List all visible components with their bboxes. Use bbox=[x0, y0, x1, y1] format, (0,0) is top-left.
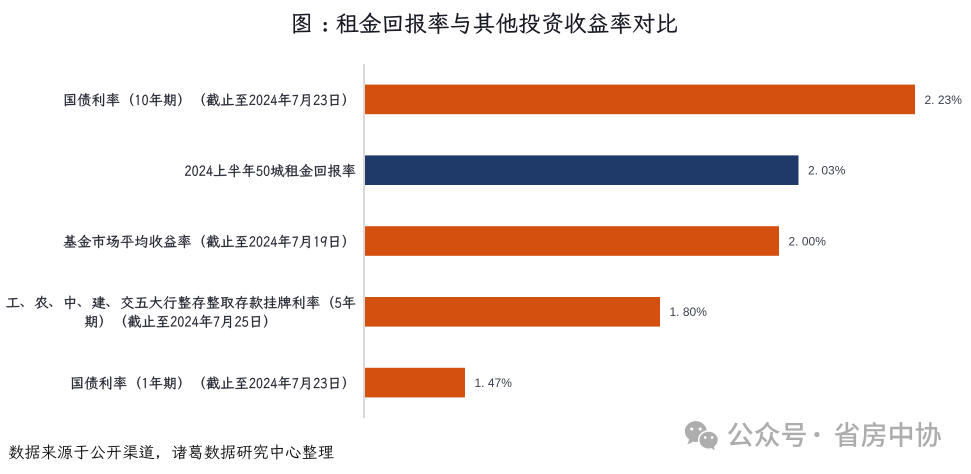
svg-text:1. 47%: 1. 47% bbox=[475, 376, 513, 390]
svg-text:2. 23%: 2. 23% bbox=[925, 93, 963, 107]
svg-text:2. 03%: 2. 03% bbox=[808, 164, 846, 178]
svg-text:2. 00%: 2. 00% bbox=[789, 234, 827, 248]
svg-text:1. 80%: 1. 80% bbox=[670, 305, 708, 319]
